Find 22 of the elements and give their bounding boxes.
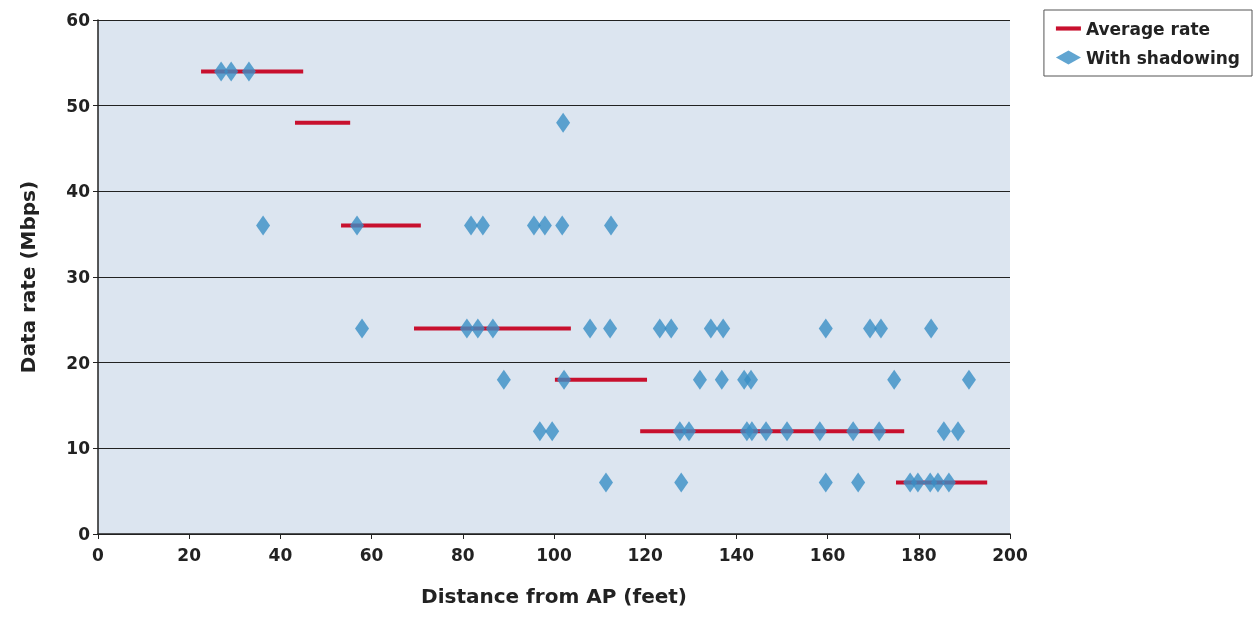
y-axis-title: Data rate (Mbps) [16, 180, 40, 374]
x-axis-title: Distance from AP (feet) [421, 584, 687, 608]
y-tick-label: 30 [66, 267, 91, 287]
x-tick-label: 20 [177, 544, 202, 565]
x-tick-label: 60 [359, 544, 384, 565]
y-tick-label: 20 [66, 352, 91, 373]
x-tick-label: 80 [450, 544, 475, 565]
x-tick-label: 100 [536, 544, 572, 565]
y-tick-label: 0 [78, 524, 91, 544]
legend-label: With shadowing [1085, 47, 1241, 68]
y-tick-label: 60 [66, 10, 91, 30]
x-tick-label: 180 [901, 544, 937, 565]
x-tick-label: 40 [268, 544, 293, 565]
x-tick-label: 140 [718, 544, 755, 565]
y-tick-label: 40 [66, 181, 91, 202]
y-tick-label: 10 [66, 438, 91, 459]
legend-label: Average rate [1085, 18, 1211, 39]
x-tick-label: 160 [809, 544, 846, 565]
x-tick-label: 120 [627, 544, 664, 565]
x-tick-label: 200 [992, 544, 1028, 565]
y-tick-label: 50 [66, 95, 91, 116]
x-tick-label: 0 [92, 544, 105, 565]
